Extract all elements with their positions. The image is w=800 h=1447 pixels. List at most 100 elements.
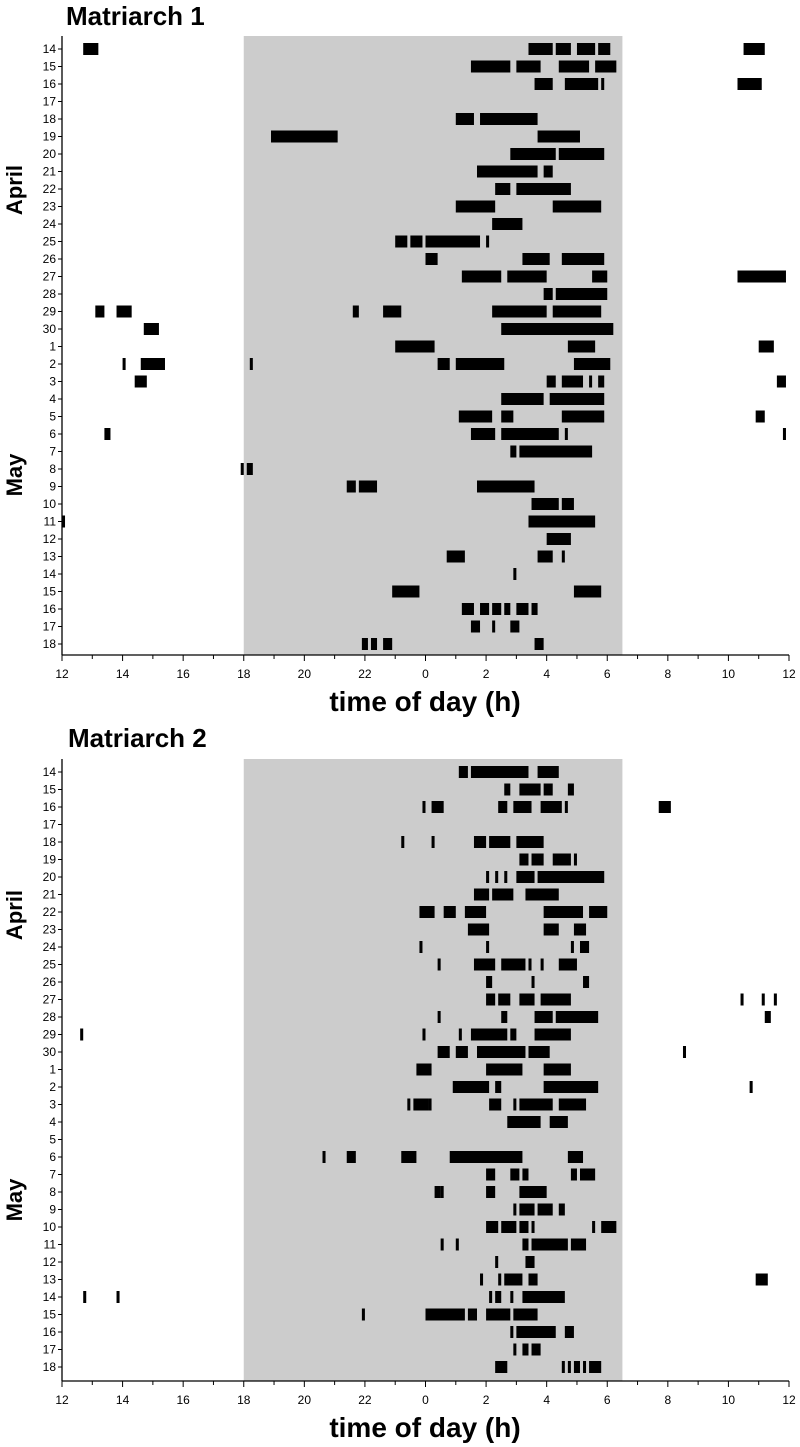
activity-bout [449,1151,523,1163]
activity-bout [583,976,590,988]
activity-bout [534,1028,571,1041]
x-tick-label: 12 [782,667,796,681]
activity-bout [452,1081,490,1093]
activity-bout [486,1168,496,1181]
activity-bout [592,270,608,283]
x-tick-label: 8 [664,667,671,681]
activity-bout [458,766,468,778]
chart-title: Matriarch 1 [66,1,205,31]
day-label: 23 [43,200,57,214]
activity-bout [761,993,765,1006]
activity-bout [540,993,571,1006]
activity-bout [510,1168,520,1181]
activity-bout [80,1028,84,1041]
activity-bout [510,148,556,160]
activity-bout [522,1238,529,1251]
activity-bout [773,993,777,1006]
activity-bout [492,603,502,615]
activity-bout [561,375,584,388]
activity-bout [528,43,553,55]
activity-bout [413,1098,429,1111]
activity-bout [383,305,402,318]
activity-bout [573,923,587,936]
activity-bout [573,358,611,370]
day-label: 11 [44,515,57,529]
activity-bout [543,288,553,300]
activity-bout [361,1308,365,1321]
activity-bout [558,148,605,160]
x-tick-label: 14 [116,1393,130,1407]
activity-bout [486,941,490,953]
activity-bout [446,550,465,563]
day-label: 10 [43,1220,57,1234]
activity-bout [776,375,786,388]
activity-bout [504,783,511,796]
day-label: 10 [43,497,57,511]
activity-bout [570,1168,577,1181]
activity-bout [470,766,529,778]
activity-bout [522,1343,529,1356]
activity-bout [537,766,559,778]
activity-bout [537,1203,553,1216]
activity-bout [504,1273,523,1286]
day-label: 14 [43,42,57,56]
activity-bout [531,1221,535,1233]
activity-bout [410,235,423,248]
activity-bout [589,375,593,388]
activity-bout [755,410,765,423]
activity-bout [570,1238,587,1251]
activity-bout [564,78,599,90]
activity-bout [458,410,493,423]
activity-bout [513,1308,538,1321]
activity-bout [401,836,405,848]
activity-bout [492,888,514,901]
activity-bout [461,603,474,615]
activity-bout [543,906,584,918]
activity-bout [528,1273,538,1286]
day-label: 8 [49,1185,56,1199]
activity-bout [352,305,359,318]
activity-bout [486,976,493,988]
activity-bout [549,1116,568,1128]
activity-bout [567,1361,571,1373]
activity-bout [573,853,577,866]
day-label: 3 [49,375,56,389]
activity-bout [601,1221,617,1233]
month-label-april: April [2,890,27,940]
activity-bout [561,498,574,510]
activity-bout [519,993,535,1006]
activity-bout [358,480,378,493]
activity-bout [537,130,580,143]
activity-bout [682,1046,687,1058]
activity-bout [583,1361,587,1373]
activity-bout [531,498,559,510]
activity-bout [495,1361,508,1373]
activity-bout [755,1273,768,1286]
day-label: 27 [43,993,57,1007]
activity-bout [510,620,520,633]
chart-title: Matriarch 2 [68,723,207,753]
activity-bout [525,1256,535,1268]
activity-bout [467,1308,477,1321]
activity-bout [504,603,511,615]
activity-bout [498,801,508,813]
activity-bout [782,428,786,440]
activity-bout [249,358,253,370]
activity-bout [470,1028,508,1041]
day-label: 12 [43,532,57,546]
day-label: 1 [49,1063,56,1077]
activity-bout [134,375,147,388]
activity-bout [522,253,550,265]
activity-bout [498,1273,502,1286]
activity-bout [516,836,544,848]
x-tick-label: 14 [116,667,130,681]
activity-bout [401,1151,417,1163]
activity-bout [522,1168,529,1181]
activity-bout [528,958,532,971]
activity-bout [455,1238,459,1251]
day-label: 30 [43,322,57,336]
activity-bout [595,60,617,73]
day-label: 5 [49,410,56,424]
activity-bout [537,550,553,563]
activity-bout [246,463,253,475]
